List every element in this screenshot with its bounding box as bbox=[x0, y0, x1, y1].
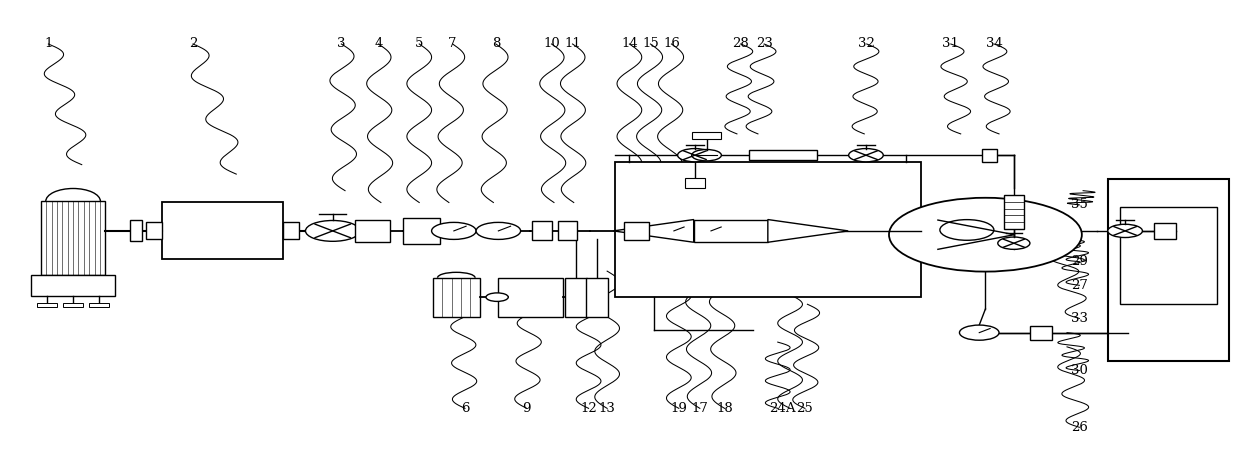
Text: 8: 8 bbox=[492, 38, 501, 50]
Text: 15: 15 bbox=[642, 38, 659, 50]
Text: 4: 4 bbox=[374, 38, 383, 50]
Circle shape bbox=[678, 149, 712, 162]
Circle shape bbox=[655, 224, 693, 238]
Text: 3: 3 bbox=[337, 38, 346, 50]
Circle shape bbox=[890, 198, 1082, 272]
Text: 24: 24 bbox=[769, 402, 786, 415]
Bar bbox=[1108, 179, 1229, 361]
Bar bbox=[558, 221, 577, 240]
Circle shape bbox=[693, 224, 730, 238]
Polygon shape bbox=[768, 219, 849, 242]
Bar bbox=[354, 220, 389, 241]
Text: 35: 35 bbox=[1070, 198, 1088, 211]
Circle shape bbox=[1108, 224, 1142, 238]
Text: 11: 11 bbox=[564, 38, 581, 50]
Bar bbox=[37, 303, 57, 307]
Text: 34: 34 bbox=[986, 38, 1002, 50]
Bar bbox=[981, 149, 996, 162]
Text: 6: 6 bbox=[461, 402, 470, 415]
Circle shape bbox=[940, 219, 994, 240]
Circle shape bbox=[691, 149, 721, 161]
Bar bbox=[432, 278, 479, 317]
Text: 7: 7 bbox=[449, 38, 457, 50]
Text: 13: 13 bbox=[598, 402, 616, 415]
Bar bbox=[63, 303, 83, 307]
Text: 25: 25 bbox=[797, 402, 813, 415]
Text: 23: 23 bbox=[756, 38, 773, 50]
Bar bbox=[130, 220, 142, 241]
Bar bbox=[750, 150, 818, 160]
Text: 29: 29 bbox=[1070, 255, 1088, 268]
Text: 19: 19 bbox=[670, 402, 688, 415]
Bar bbox=[146, 222, 162, 239]
Bar bbox=[565, 278, 587, 317]
Bar bbox=[685, 178, 705, 188]
Text: 12: 12 bbox=[580, 402, 597, 415]
Text: 1: 1 bbox=[45, 38, 52, 50]
Bar bbox=[403, 218, 440, 244]
Bar bbox=[694, 219, 768, 242]
Circle shape bbox=[476, 222, 520, 239]
Text: 16: 16 bbox=[663, 38, 680, 50]
Text: 9: 9 bbox=[523, 402, 532, 415]
Text: 26: 26 bbox=[1070, 421, 1088, 434]
Bar bbox=[1004, 195, 1023, 229]
Circle shape bbox=[486, 293, 508, 301]
Text: 30: 30 bbox=[1070, 364, 1088, 377]
Text: 17: 17 bbox=[691, 402, 709, 415]
Bar bbox=[1120, 207, 1217, 304]
Text: 18: 18 bbox=[716, 402, 733, 415]
Text: 27: 27 bbox=[1070, 279, 1088, 292]
Bar bbox=[624, 222, 649, 240]
Circle shape bbox=[431, 222, 476, 239]
Bar bbox=[615, 162, 921, 297]
Text: 33: 33 bbox=[1070, 312, 1088, 325]
Bar bbox=[31, 275, 115, 296]
Text: A: A bbox=[786, 402, 795, 415]
Circle shape bbox=[959, 325, 999, 340]
Bar bbox=[284, 222, 300, 239]
Circle shape bbox=[997, 237, 1030, 249]
Polygon shape bbox=[613, 219, 694, 242]
Bar bbox=[1154, 223, 1176, 239]
Circle shape bbox=[306, 220, 359, 241]
Text: 10: 10 bbox=[543, 38, 560, 50]
Bar bbox=[89, 303, 109, 307]
Bar bbox=[1030, 326, 1052, 340]
Bar bbox=[532, 221, 551, 240]
Text: 32: 32 bbox=[859, 38, 875, 50]
Bar bbox=[162, 201, 284, 259]
Bar bbox=[691, 131, 721, 139]
Text: 28: 28 bbox=[732, 38, 750, 50]
Circle shape bbox=[849, 149, 883, 162]
Bar bbox=[41, 201, 105, 275]
Text: 14: 14 bbox=[621, 38, 638, 50]
Bar bbox=[498, 278, 563, 317]
Text: 5: 5 bbox=[415, 38, 424, 50]
Text: 2: 2 bbox=[188, 38, 197, 50]
Bar bbox=[586, 278, 608, 317]
Text: 31: 31 bbox=[943, 38, 959, 50]
